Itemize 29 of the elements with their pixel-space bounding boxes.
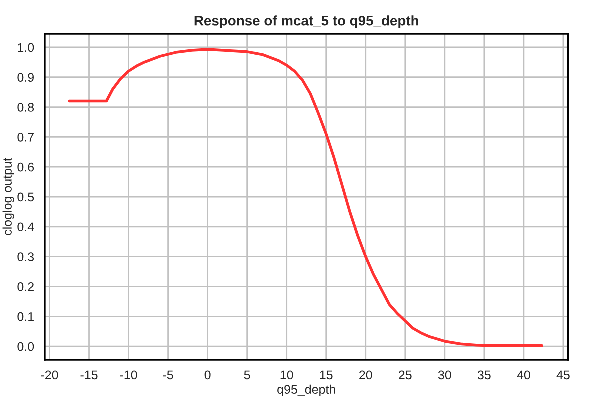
y-axis-title: cloglog output xyxy=(2,158,14,236)
x-tick-label: -5 xyxy=(163,370,174,380)
y-tick-label: 0.6 xyxy=(18,162,34,172)
x-tick-label: 20 xyxy=(360,370,372,380)
y-tick-label: 0.0 xyxy=(18,342,34,352)
x-tick-label: -20 xyxy=(41,370,58,380)
y-tick-label: 0.1 xyxy=(18,312,34,322)
x-tick-label: -10 xyxy=(120,370,138,380)
x-tick-label: 30 xyxy=(438,370,452,380)
y-tick-label: 0.2 xyxy=(18,282,34,292)
x-tick-label: 40 xyxy=(517,370,530,380)
x-tick-label: 15 xyxy=(320,370,333,380)
x-tick-label: 35 xyxy=(478,370,491,380)
x-tick-label: 10 xyxy=(280,370,294,380)
y-tick-label: 0.4 xyxy=(18,222,34,232)
x-axis-title: q95_depth xyxy=(278,384,336,396)
y-tick-label: 0.8 xyxy=(18,103,34,112)
x-tick-label: -15 xyxy=(80,370,98,380)
y-tick-label: 0.9 xyxy=(18,73,34,82)
y-tick-label: 1.0 xyxy=(18,43,34,52)
line-series xyxy=(68,48,544,348)
x-tick-label: 0 xyxy=(204,370,211,380)
x-tick-label: 5 xyxy=(244,370,250,380)
y-tick-label: 0.3 xyxy=(18,252,34,262)
chart-title: Response of mcat_5 to q95_depth xyxy=(194,16,418,29)
y-tick-label: 0.5 xyxy=(18,192,34,202)
y-tick-label: 0.7 xyxy=(18,132,34,142)
x-tick-label: 45 xyxy=(556,370,570,380)
x-tick-label: 25 xyxy=(399,370,412,380)
